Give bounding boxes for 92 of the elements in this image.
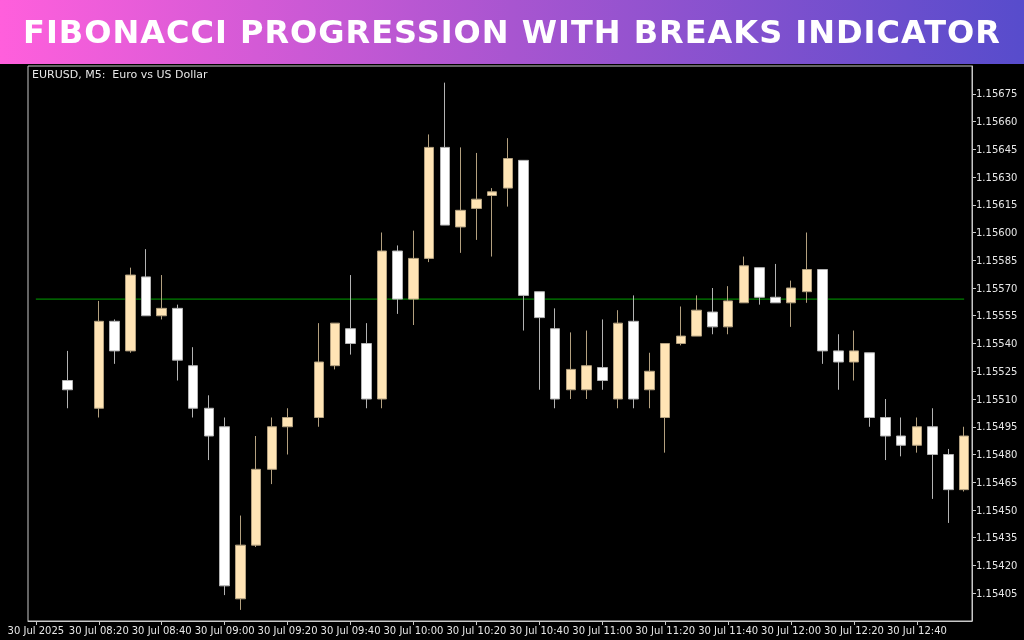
candlestick [251,435,261,548]
candlestick [109,318,120,365]
candlestick [314,322,324,428]
candlestick [267,417,277,485]
candlestick [912,417,922,454]
y-tick-label: 1.15645 [976,143,1018,155]
candlestick [487,187,497,258]
candlestick [172,304,183,381]
x-tick-label: 30 Jul 2025 [7,624,65,636]
y-tick-label: 1.15525 [976,365,1018,377]
candlestick [770,263,781,304]
y-tick-label: 1.15585 [976,254,1018,266]
y-tick-label: 1.15675 [976,88,1018,100]
x-tick-label: 30 Jul 08:40 [131,624,192,636]
candlestick [377,232,387,409]
candlestick [518,159,529,332]
x-tick-label: 30 Jul 10:00 [383,624,444,636]
candlestick [550,307,560,409]
candlestick [204,394,214,461]
candlestick [817,269,828,365]
candlestick [219,417,230,596]
candlestick [691,294,702,337]
candlestick [408,230,419,326]
y-tick-label: 1.15465 [976,476,1018,488]
candlestick [282,407,293,455]
x-tick-label: 30 Jul 09:40 [320,624,381,636]
candlestick [864,352,875,428]
x-tick-label: 30 Jul 09:00 [194,624,255,636]
candlestick [613,309,623,409]
candlestick [959,426,969,492]
candlestick [566,331,576,400]
candlestick [125,267,136,354]
candlestick [739,256,749,304]
y-tick-label: 1.15660 [976,116,1018,127]
y-tick-label: 1.15450 [976,504,1018,516]
x-tick-label: 30 Jul 12:20 [824,624,884,636]
candlestick [62,350,73,409]
y-tick-label: 1.15480 [976,449,1018,460]
y-tick-label: 1.15540 [976,338,1018,349]
candlestick [188,346,198,418]
candlestick [330,322,340,370]
candlestick [597,318,608,391]
candlestick [660,343,670,454]
x-tick-label: 30 Jul 11:00 [572,624,633,636]
y-tick-label: 1.15435 [976,532,1018,544]
candlestick [707,287,718,335]
candlestick [141,248,151,317]
x-tick-label: 30 Jul 10:20 [446,624,507,636]
y-tick-label: 1.15570 [976,282,1018,294]
candlestick [927,407,938,500]
chart-subtitle: EURUSD, M5: Euro vs US Dollar [32,68,208,81]
x-tick-label: 30 Jul 08:20 [68,624,129,636]
x-tick-label: 30 Jul 11:20 [635,624,696,636]
x-tick-label: 30 Jul 12:40 [886,624,947,636]
candlestick [424,133,434,263]
candlestick [471,152,482,241]
candlestick [345,274,356,356]
candlestick [503,137,513,208]
candlestick [440,82,450,226]
y-tick-label: 1.15600 [976,227,1018,238]
candlestick [676,306,686,346]
x-tick-label: 30 Jul 10:40 [509,624,570,636]
candlestick [361,322,372,409]
x-tick-label: 30 Jul 09:20 [257,624,318,636]
x-tick-label: 30 Jul 11:40 [698,624,759,636]
candlestick [802,232,812,304]
y-tick-label: 1.15615 [976,199,1018,211]
candlestick [833,333,844,391]
candlestick [896,417,906,457]
y-tick-label: 1.15510 [976,393,1018,405]
candlestick [534,291,545,391]
candlestick [94,300,104,418]
candlestick [943,448,954,524]
candlestick [628,294,639,409]
x-tick-label: 30 Jul 12:00 [761,624,822,636]
y-tick-label: 1.15495 [976,421,1018,433]
y-tick-label: 1.15555 [976,310,1018,322]
y-tick-label: 1.15630 [976,171,1018,183]
chart-title: FIBONACCI PROGRESSION WITH BREAKS INDICATOR [23,13,1001,51]
candlestick [235,515,246,611]
candlestick [392,244,403,315]
candlestick [644,352,655,409]
candlestick [455,146,466,254]
candlestick [156,274,167,320]
candlestick [723,285,733,335]
candlestick [849,330,859,381]
y-tick-label: 1.15420 [976,560,1018,571]
candlestick [786,280,796,328]
candlestick [581,330,592,400]
y-tick-label: 1.15405 [976,587,1018,599]
candlestick [880,398,891,461]
candlestick [754,267,765,306]
